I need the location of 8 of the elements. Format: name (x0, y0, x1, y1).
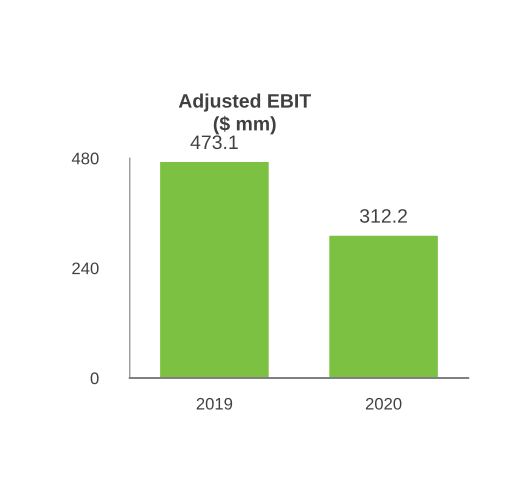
x-tick-label: 2019 (196, 398, 232, 410)
chart-title: Adjusted EBIT ($ mm) (178, 93, 311, 134)
data-label: 473.1 (190, 135, 238, 150)
y-tick-label: 240 (72, 262, 99, 274)
data-label: 312.2 (360, 209, 407, 223)
y-tick-label: 480 (72, 152, 99, 164)
y-tick-label: 0 (90, 372, 99, 384)
x-tick-label: 2020 (366, 398, 402, 410)
